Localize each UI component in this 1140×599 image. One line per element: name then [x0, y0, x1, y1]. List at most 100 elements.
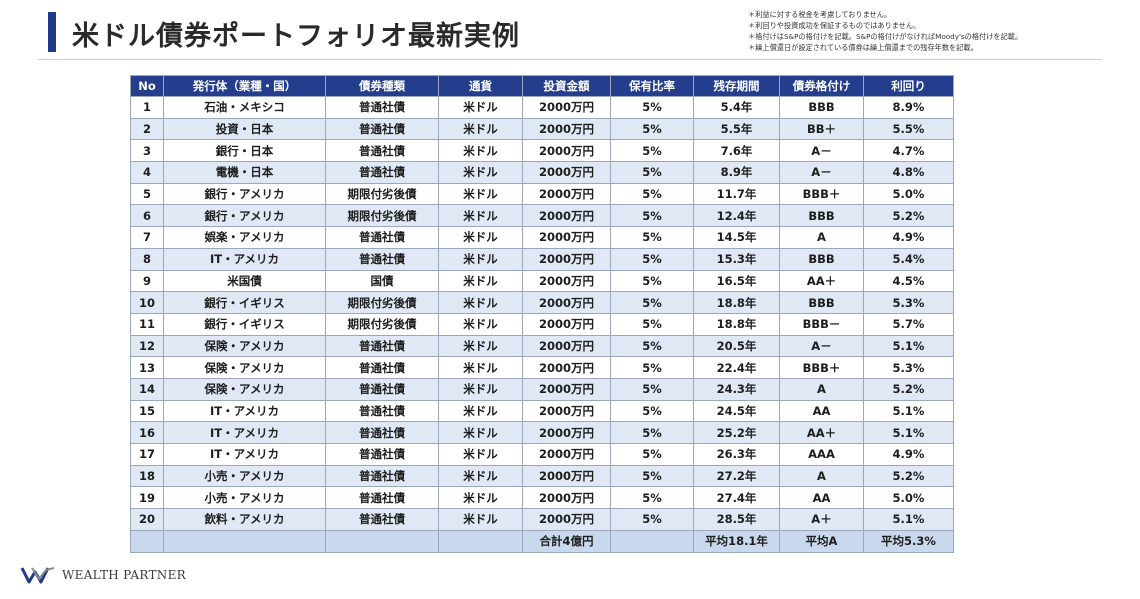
- header-col-ratio: 保有比率: [610, 75, 694, 97]
- cell-col-currency: 米ドル: [438, 399, 523, 423]
- cell-col-bond-type: 普通社債: [325, 226, 439, 249]
- cell-col-issuer: 保険・アメリカ: [163, 356, 326, 379]
- table-summary-row: 合計4億円 平均18.1年 平均A 平均5.3%: [130, 529, 954, 553]
- cell-col-currency: 米ドル: [438, 247, 523, 271]
- cell-col-ratio: 5%: [610, 182, 694, 206]
- cell-col-issuer: 保険・アメリカ: [163, 377, 326, 401]
- cell-col-rating: AA＋: [779, 421, 864, 444]
- cell-col-yield: 4.9%: [863, 443, 954, 466]
- cell-col-currency: 米ドル: [438, 312, 523, 336]
- cell-col-ratio: 5%: [610, 443, 694, 466]
- cell-col-amount: 2000万円: [522, 377, 611, 401]
- summary-col-issuer: [163, 529, 326, 553]
- cell-col-rating: A－: [779, 161, 864, 184]
- cell-col-rating: BB＋: [779, 117, 864, 141]
- cell-col-no: 13: [130, 356, 164, 379]
- cell-col-amount: 2000万円: [522, 399, 611, 423]
- cell-col-rating: A: [779, 226, 864, 249]
- cell-col-currency: 米ドル: [438, 204, 523, 228]
- cell-col-ratio: 5%: [610, 204, 694, 228]
- table-row: 8 IT・アメリカ 普通社債 米ドル 2000万円 5% 15.3年 BBB 5.4%: [130, 247, 954, 271]
- cell-col-yield: 5.1%: [863, 334, 954, 358]
- cell-col-issuer: IT・アメリカ: [163, 247, 326, 271]
- header-col-no: No: [130, 75, 164, 97]
- table-row: 14 保険・アメリカ 普通社債 米ドル 2000万円 5% 24.3年 A 5.2%: [130, 377, 954, 401]
- cell-col-currency: 米ドル: [438, 443, 523, 466]
- cell-col-yield: 5.3%: [863, 291, 954, 314]
- cell-col-no: 9: [130, 269, 164, 293]
- cell-col-amount: 2000万円: [522, 508, 611, 531]
- cell-col-maturity: 22.4年: [693, 356, 780, 379]
- cell-col-amount: 2000万円: [522, 269, 611, 293]
- summary-col-no: [130, 529, 164, 553]
- cell-col-rating: A－: [779, 139, 864, 163]
- cell-col-yield: 5.3%: [863, 356, 954, 379]
- cell-col-maturity: 27.2年: [693, 464, 780, 488]
- cell-col-yield: 4.9%: [863, 226, 954, 249]
- cell-col-bond-type: 普通社債: [325, 96, 439, 119]
- table-row: 18 小売・アメリカ 普通社債 米ドル 2000万円 5% 27.2年 A 5.2%: [130, 464, 954, 488]
- cell-col-currency: 米ドル: [438, 139, 523, 163]
- cell-col-maturity: 12.4年: [693, 204, 780, 228]
- table-row: 7 娯楽・アメリカ 普通社債 米ドル 2000万円 5% 14.5年 A 4.9%: [130, 226, 954, 249]
- cell-col-yield: 5.2%: [863, 204, 954, 228]
- cell-col-no: 17: [130, 443, 164, 466]
- cell-col-no: 6: [130, 204, 164, 228]
- cell-col-bond-type: 普通社債: [325, 161, 439, 184]
- cell-col-maturity: 7.6年: [693, 139, 780, 163]
- summary-col-currency: [438, 529, 523, 553]
- header-divider: [38, 59, 1102, 60]
- table-row: 4 電機・日本 普通社債 米ドル 2000万円 5% 8.9年 A－ 4.8%: [130, 161, 954, 184]
- cell-col-amount: 2000万円: [522, 356, 611, 379]
- cell-col-ratio: 5%: [610, 508, 694, 531]
- cell-col-rating: AA＋: [779, 269, 864, 293]
- cell-col-ratio: 5%: [610, 377, 694, 401]
- cell-col-issuer: 飲料・アメリカ: [163, 508, 326, 531]
- cell-col-rating: AA: [779, 486, 864, 510]
- table-row: 6 銀行・アメリカ 期限付劣後債 米ドル 2000万円 5% 12.4年 BBB 5.2%: [130, 204, 954, 228]
- cell-col-bond-type: 普通社債: [325, 508, 439, 531]
- cell-col-rating: BBB＋: [779, 356, 864, 379]
- table-row: 13 保険・アメリカ 普通社債 米ドル 2000万円 5% 22.4年 BBB＋ 5.3%: [130, 356, 954, 379]
- cell-col-no: 12: [130, 334, 164, 358]
- cell-col-no: 16: [130, 421, 164, 444]
- cell-col-bond-type: 国債: [325, 269, 439, 293]
- cell-col-amount: 2000万円: [522, 291, 611, 314]
- cell-col-yield: 5.2%: [863, 464, 954, 488]
- table-row: 17 IT・アメリカ 普通社債 米ドル 2000万円 5% 26.3年 AAA 4.9%: [130, 443, 954, 466]
- summary-col-maturity: 平均18.1年: [693, 529, 780, 553]
- cell-col-ratio: 5%: [610, 247, 694, 271]
- header-col-issuer: 発行体（業種・国）: [163, 75, 326, 97]
- cell-col-currency: 米ドル: [438, 161, 523, 184]
- table-row: 16 IT・アメリカ 普通社債 米ドル 2000万円 5% 25.2年 AA＋ 5.1%: [130, 421, 954, 444]
- cell-col-yield: 5.2%: [863, 377, 954, 401]
- cell-col-currency: 米ドル: [438, 486, 523, 510]
- cell-col-amount: 2000万円: [522, 139, 611, 163]
- cell-col-bond-type: 普通社債: [325, 443, 439, 466]
- cell-col-ratio: 5%: [610, 464, 694, 488]
- cell-col-no: 2: [130, 117, 164, 141]
- cell-col-maturity: 18.8年: [693, 312, 780, 336]
- cell-col-ratio: 5%: [610, 334, 694, 358]
- cell-col-ratio: 5%: [610, 486, 694, 510]
- cell-col-yield: 5.1%: [863, 399, 954, 423]
- cell-col-rating: A: [779, 464, 864, 488]
- cell-col-amount: 2000万円: [522, 117, 611, 141]
- cell-col-issuer: 銀行・日本: [163, 139, 326, 163]
- cell-col-maturity: 25.2年: [693, 421, 780, 444]
- cell-col-maturity: 14.5年: [693, 226, 780, 249]
- cell-col-maturity: 8.9年: [693, 161, 780, 184]
- table-row: 15 IT・アメリカ 普通社債 米ドル 2000万円 5% 24.5年 AA 5.1%: [130, 399, 954, 423]
- cell-col-rating: BBB: [779, 204, 864, 228]
- cell-col-bond-type: 普通社債: [325, 356, 439, 379]
- cell-col-issuer: 保険・アメリカ: [163, 334, 326, 358]
- cell-col-currency: 米ドル: [438, 226, 523, 249]
- cell-col-rating: BBB: [779, 247, 864, 271]
- cell-col-amount: 2000万円: [522, 334, 611, 358]
- cell-col-currency: 米ドル: [438, 334, 523, 358]
- cell-col-yield: 8.9%: [863, 96, 954, 119]
- header-col-rating: 債券格付け: [779, 75, 864, 97]
- cell-col-bond-type: 普通社債: [325, 117, 439, 141]
- cell-col-amount: 2000万円: [522, 443, 611, 466]
